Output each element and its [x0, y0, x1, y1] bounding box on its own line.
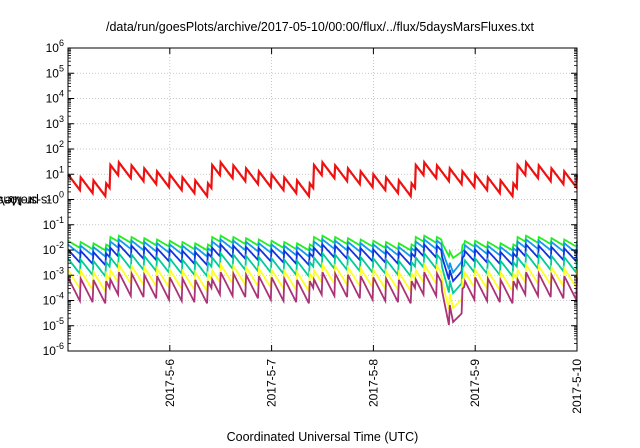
series-lines — [67, 159, 579, 326]
series-line-4 — [67, 242, 578, 283]
y-tick-label: 106 — [46, 38, 64, 55]
y-tick-label: 10-3 — [43, 265, 64, 282]
x-tick-label: 2017-5-9 — [468, 359, 482, 407]
y-tick-labels: 10-6 10-5 10-4 10-3 10-2 10-1 100 101 102 103 104 1… — [43, 38, 64, 358]
x-tick-label: 2017-5-7 — [265, 359, 279, 407]
y-tick-label: 105 — [46, 63, 64, 80]
x-axis-label: Coordinated Universal Time (UTC) — [226, 430, 419, 444]
y-tick-label: 100 — [46, 190, 64, 207]
series-line-6 — [67, 261, 578, 310]
chart-title: /data/run/goesPlots/archive/2017-05-10/0… — [105, 20, 534, 34]
series-line-7 — [67, 270, 578, 326]
grid-lines — [68, 48, 577, 351]
y-tick-label: 10-6 — [43, 341, 64, 358]
y-tick-label: 10-1 — [43, 215, 64, 232]
series-line-1 — [67, 159, 579, 200]
series-line-2 — [67, 234, 578, 260]
y-tick-label: 10-5 — [43, 316, 64, 333]
y-tick-label: 10-2 — [43, 240, 64, 257]
y-tick-label: 103 — [46, 114, 64, 131]
x-tick-label: 2017-5-6 — [163, 359, 177, 407]
y-tick-label: 102 — [46, 139, 64, 156]
series-line-5 — [67, 250, 578, 295]
y-tick-label: 104 — [46, 89, 64, 106]
series-line-3 — [67, 237, 578, 275]
y-tick-label: 101 — [46, 164, 64, 181]
x-tick-labels: 2017-5-6 2017-5-7 2017-5-8 2017-5-9 2017-5-1… — [163, 359, 584, 414]
x-tick-label: 2017-5-8 — [366, 359, 380, 407]
y-tick-label: 10-4 — [43, 291, 64, 308]
axis-ticks — [68, 47, 578, 352]
x-tick-label: 2017-5-10 — [570, 359, 584, 414]
